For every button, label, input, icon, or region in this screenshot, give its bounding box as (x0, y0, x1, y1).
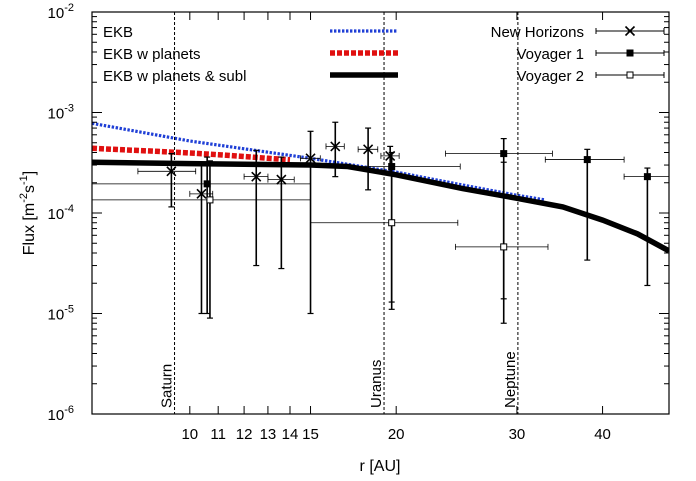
legend-marker-voyager-1 (626, 49, 634, 57)
legend-marker-new-horizons (624, 25, 636, 37)
legend-label-ekb: EKB (103, 24, 133, 41)
voyager-1-point-4 (643, 173, 651, 181)
voyager-2-point-1 (388, 219, 396, 227)
y-axis-label-mid: s (21, 185, 38, 193)
y-tick-label--4: 10-4 (48, 203, 74, 223)
x-tick-label-11: 11 (210, 426, 226, 443)
x-tick-label-13: 13 (260, 426, 277, 443)
new-horizons-point-2 (251, 171, 262, 182)
new-horizons-point-3 (276, 174, 287, 185)
x-tick-label-40: 40 (594, 426, 611, 443)
voyager-2-point-0 (206, 196, 214, 204)
y-tick-label--6: 10-6 (48, 404, 74, 424)
series-ekb-w-planets-subl (92, 159, 669, 254)
legend-label-voyager-1: Voyager 1 (516, 46, 584, 63)
new-horizons-point-4 (305, 153, 316, 164)
x-tick-label-14: 14 (282, 426, 299, 443)
planet-label-saturn: Saturn (159, 364, 176, 408)
legend-label-voyager-2: Voyager 2 (516, 68, 584, 85)
new-horizons-point-0 (166, 166, 177, 177)
legend-label-ekb-w-planets-subl: EKB w planets & subl (103, 68, 246, 85)
new-horizons-point-1 (196, 188, 207, 199)
y-axis-label: Flux [m-2s-1] (18, 171, 38, 255)
y-axis-label-base: Flux [m (21, 203, 38, 255)
x-axis-label: r [AU] (360, 458, 401, 475)
model-curves (92, 121, 669, 254)
planet-markers: Saturn Uranus Neptune (159, 12, 519, 414)
y-axis-label-exp1: -2 (18, 193, 30, 203)
y-tick-label--2: 10-2 (48, 2, 74, 22)
voyager-1-point-0 (203, 180, 211, 188)
new-horizons-point-5 (330, 141, 341, 152)
planet-label-neptune: Neptune (502, 351, 519, 408)
x-tick-label-30: 30 (509, 426, 526, 443)
voyager-1-point-3 (583, 156, 591, 164)
y-axis-label-end: ] (21, 171, 38, 175)
voyager-2-point-2 (500, 243, 508, 251)
series-ekb-w-planets (92, 145, 291, 163)
legend-label-new-horizons: New Horizons (491, 24, 584, 41)
y-axis-label-exp2: -1 (18, 175, 30, 185)
y-tick-label--3: 10-3 (48, 103, 74, 123)
x-tick-label-15: 15 (302, 426, 319, 443)
axis-ticks: 10 11 12 13 14 15 20 30 40 10-6 10-5 10-4 10-3 10-2 (48, 2, 669, 443)
legend-marker-voyager-2 (626, 71, 634, 79)
measurement-points (92, 121, 669, 324)
y-tick-label--5: 10-5 (48, 304, 74, 324)
planet-label-uranus: Uranus (368, 360, 385, 408)
x-tick-label-10: 10 (181, 426, 198, 443)
new-horizons-point-6 (363, 144, 374, 155)
legend-label-ekb-w-planets: EKB w planets (103, 46, 201, 63)
voyager-1-point-2 (500, 150, 508, 158)
x-tick-label-20: 20 (388, 426, 405, 443)
legend: EKB EKB w planets EKB w planets & subl New … (103, 24, 665, 85)
x-tick-label-12: 12 (236, 426, 253, 443)
